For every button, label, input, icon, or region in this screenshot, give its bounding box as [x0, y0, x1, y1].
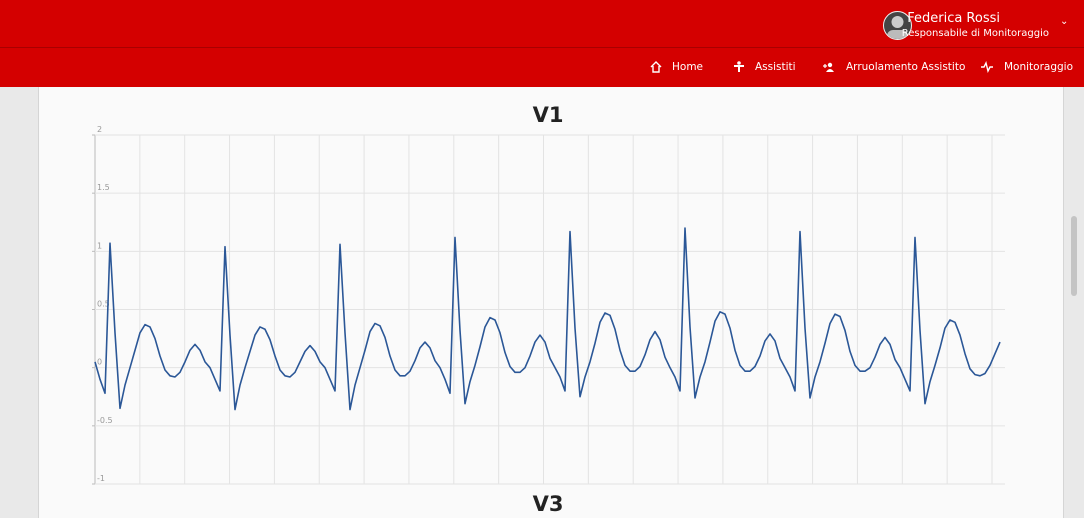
nav-monitoraggio[interactable]: Monitoraggio	[1004, 61, 1074, 73]
nav-home[interactable]: Home	[672, 61, 704, 73]
y-tick-label: -0.5	[97, 416, 113, 425]
y-tick-label: 2	[97, 125, 102, 134]
assistiti-icon	[734, 61, 744, 72]
user-menu-caret[interactable]: ⌄	[1060, 16, 1069, 27]
home-icon	[650, 61, 662, 73]
user-avatar[interactable]	[883, 11, 912, 40]
nav-arruolamento[interactable]: Arruolamento Assistito	[846, 61, 966, 73]
user-role: Responsabile di Monitoraggio	[901, 28, 1049, 39]
chart-title: V1	[533, 103, 564, 127]
y-tick-label: 1.5	[97, 183, 110, 192]
monitoraggio-icon	[981, 61, 993, 73]
arruolamento-icon	[823, 62, 834, 72]
y-tick-label: 0.5	[97, 300, 110, 309]
nav-bar	[0, 48, 1084, 87]
avatar-image	[887, 16, 908, 39]
y-tick-label: 0	[97, 358, 102, 367]
chart-card	[38, 87, 1064, 518]
chart-title: V3	[533, 492, 564, 516]
nav-assistiti[interactable]: Assistiti	[755, 61, 796, 73]
y-tick-label: 1	[97, 241, 102, 250]
y-tick-label: -1	[97, 474, 105, 483]
scrollbar[interactable]	[1071, 216, 1077, 296]
user-name: Federica Rossi	[907, 11, 1000, 26]
ecg-line	[94, 227, 1001, 411]
